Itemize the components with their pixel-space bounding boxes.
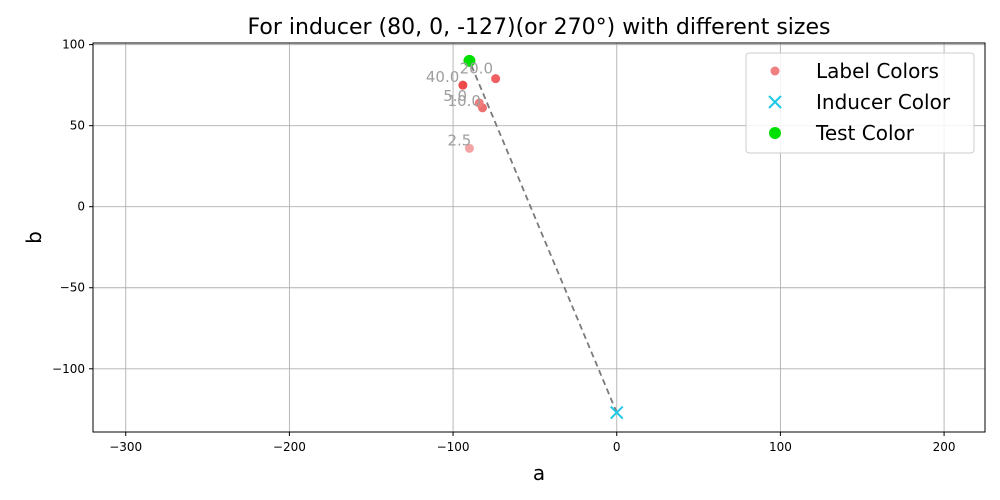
y-tick-label: 50	[70, 119, 85, 133]
legend: Label Colors Inducer Color Test Color	[745, 52, 975, 154]
point-label: 40.0	[426, 68, 459, 86]
x-tick-label: 200	[933, 440, 956, 454]
legend-box	[745, 52, 975, 154]
data-marks	[458, 54, 624, 420]
y-tick-label: 0	[77, 200, 85, 214]
point-label: 2.5	[447, 131, 471, 149]
y-tick-label: 100	[62, 38, 85, 52]
legend-inducer-icon	[768, 95, 782, 109]
x-tick-label: −300	[109, 440, 142, 454]
label-point	[464, 143, 474, 153]
point-label: 5.0	[443, 87, 467, 105]
label-point	[474, 98, 484, 108]
plot-frame	[92, 42, 986, 433]
test-point	[463, 54, 476, 67]
inducer-x-stroke	[610, 405, 624, 420]
legend-entry-label: Inducer Color	[816, 90, 951, 114]
x-tick-label: −200	[273, 440, 306, 454]
y-tick-label: −50	[60, 281, 85, 295]
y-tick-label: −100	[52, 362, 85, 376]
legend-test-icon	[769, 127, 781, 139]
label-point	[458, 80, 468, 90]
reference-dashed-line	[468, 60, 618, 413]
chart-title: For inducer (80, 0, -127)(or 270°) with …	[248, 15, 831, 40]
legend-label-icon	[770, 66, 780, 76]
point-label: 10.0	[448, 92, 481, 110]
legend-entry-label: Test Color	[815, 121, 915, 145]
x-axis-label: a	[533, 461, 545, 485]
y-axis-label: b	[22, 231, 46, 244]
inducer-point	[610, 405, 624, 420]
point-label: 20.0	[460, 60, 493, 78]
x-tick-label: 100	[769, 440, 792, 454]
label-point	[491, 74, 501, 84]
axis-ticks: −300 −200 −100 0 100 200 −100 −50 0 50 100	[52, 38, 956, 454]
legend-entry-label: Label Colors	[816, 59, 939, 83]
x-tick-label: −100	[437, 440, 470, 454]
point-labels: 2.5 10.05.0 20.040.0	[426, 60, 493, 150]
x-tick-label: 0	[613, 440, 621, 454]
